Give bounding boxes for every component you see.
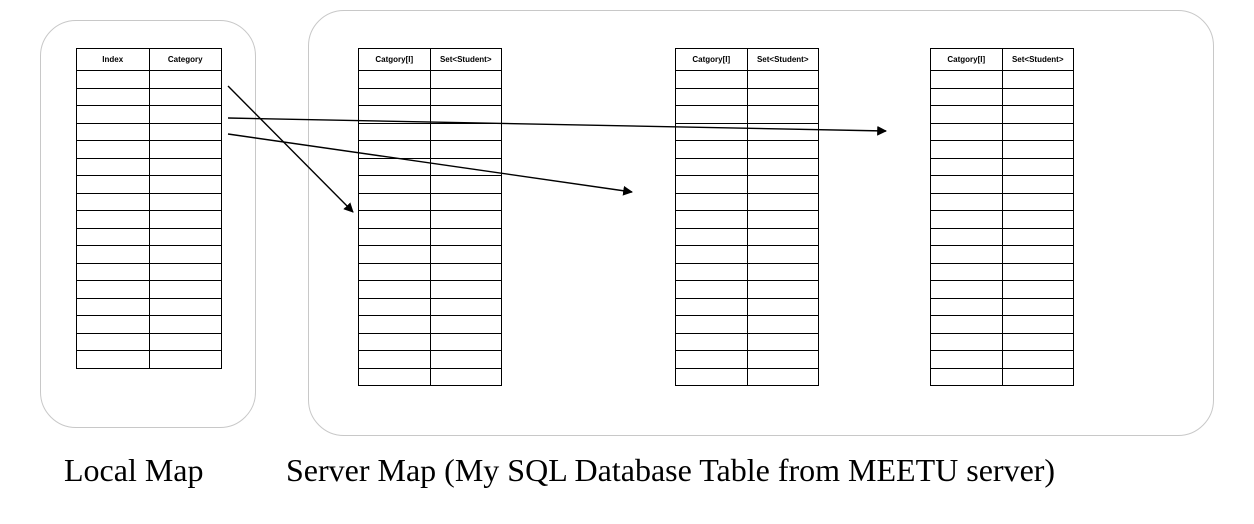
table-row [930, 70, 1074, 89]
table-body [930, 70, 1074, 386]
table-row [358, 297, 502, 316]
column-header-student-set: Set<Student> [1001, 48, 1074, 71]
table-row [675, 70, 819, 89]
arrow-to-server-table-1 [227, 85, 354, 213]
column-header-index: Index [76, 48, 150, 71]
table-row [358, 140, 502, 159]
table-cell [148, 350, 222, 369]
table-row [675, 227, 819, 246]
table-cell [1001, 367, 1074, 386]
table-row [930, 175, 1074, 194]
table-row [76, 350, 222, 369]
table-row [930, 315, 1074, 334]
arrow-to-server-table-2 [227, 133, 633, 196]
table-row [930, 245, 1074, 264]
table-row [358, 350, 502, 369]
table-row [358, 227, 502, 246]
table-row [930, 157, 1074, 176]
table-body [675, 70, 819, 386]
server-map-caption: Server Map (My SQL Database Table from M… [286, 452, 1056, 488]
local-map-table: Index Category [76, 48, 222, 369]
table-row [930, 227, 1074, 246]
column-header-student-set: Set<Student> [429, 48, 502, 71]
table-cell [746, 367, 819, 386]
table-row [358, 367, 502, 386]
table-body [76, 70, 222, 369]
table-row [930, 367, 1074, 386]
local-map-caption: Local Map [64, 452, 204, 488]
column-header-category: Category [148, 48, 222, 71]
server-table-2: Catgory[I] Set<Student> [675, 48, 819, 386]
table-row [76, 105, 222, 124]
table-body [358, 70, 502, 386]
table-row [675, 315, 819, 334]
table-row [930, 210, 1074, 229]
table-row [76, 297, 222, 316]
table-row [675, 105, 819, 124]
arrow-to-server-table-3 [227, 117, 887, 136]
table-row [675, 297, 819, 316]
server-table-3: Catgory[I] Set<Student> [930, 48, 1074, 386]
column-header-student-set: Set<Student> [746, 48, 819, 71]
table-row [675, 140, 819, 159]
table-row [930, 122, 1074, 141]
table-row [675, 367, 819, 386]
table-row [358, 70, 502, 89]
table-row [358, 105, 502, 124]
table-row [930, 140, 1074, 159]
table-row [76, 140, 222, 159]
column-header-category-index: Catgory[I] [930, 48, 1003, 71]
column-header-category-index: Catgory[I] [358, 48, 431, 71]
table-row [675, 87, 819, 106]
table-row [358, 245, 502, 264]
table-row [358, 192, 502, 211]
table-row [76, 87, 222, 106]
table-row [675, 175, 819, 194]
table-row [76, 122, 222, 141]
table-row [358, 315, 502, 334]
table-cell [429, 367, 502, 386]
table-row [76, 262, 222, 281]
server-table-1: Catgory[I] Set<Student> [358, 48, 502, 386]
table-row [358, 175, 502, 194]
